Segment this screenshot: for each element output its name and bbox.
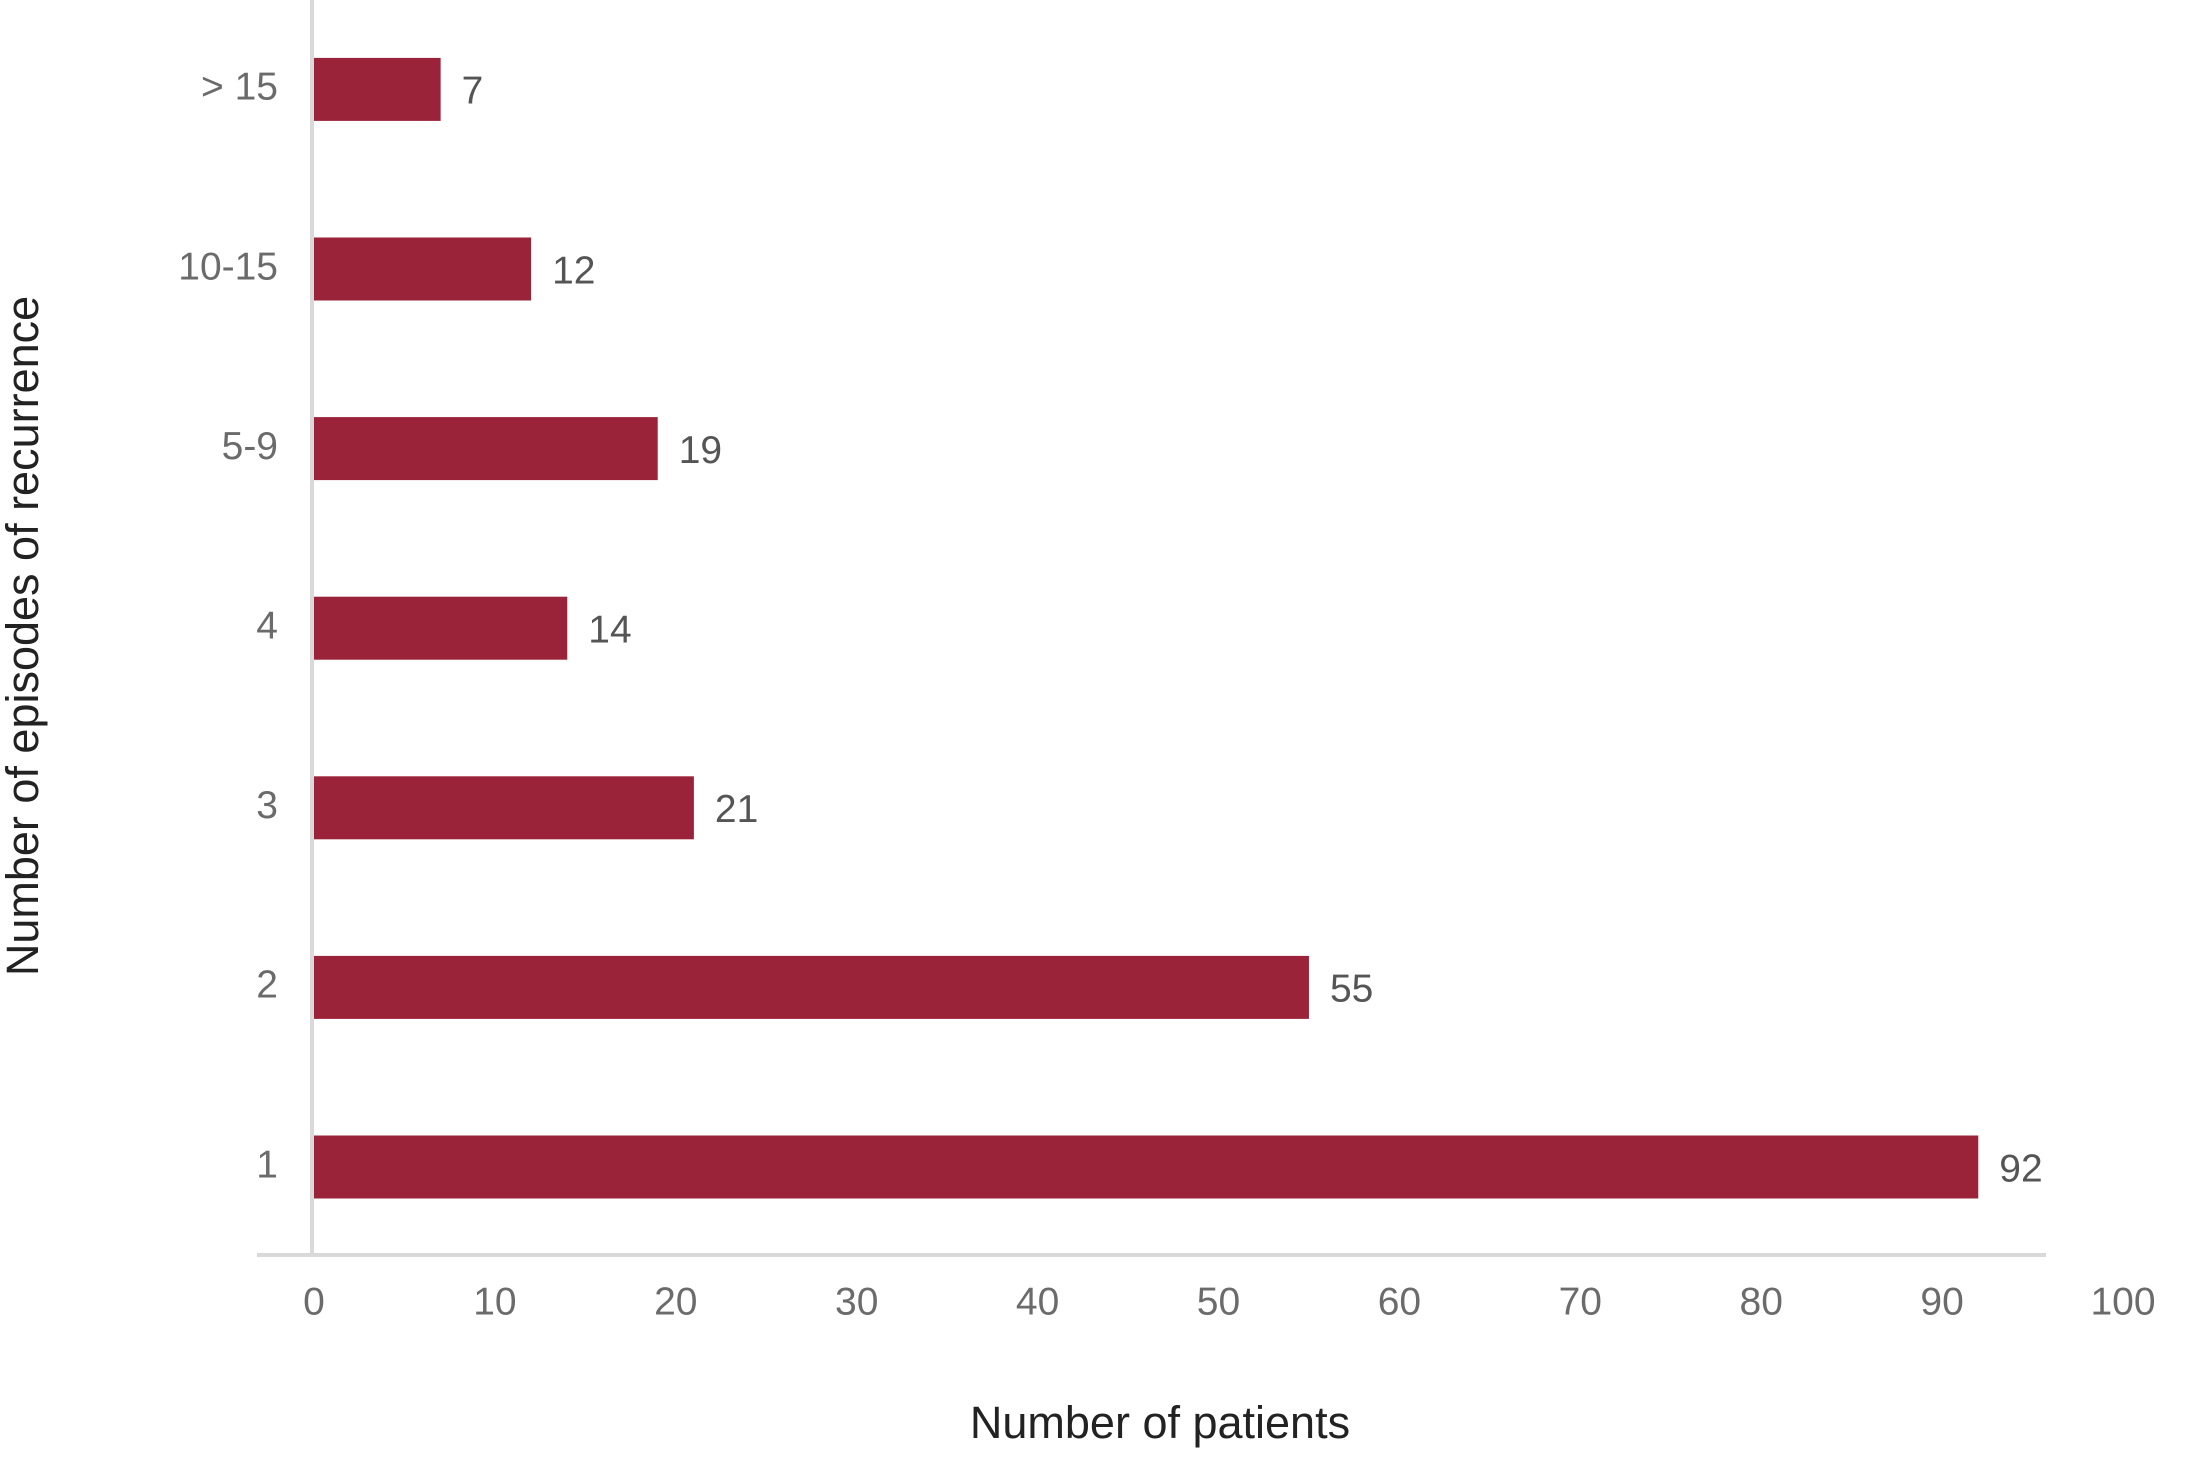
- y-tick-label: 3: [256, 784, 278, 827]
- x-tick-label: 50: [1197, 1280, 1240, 1323]
- x-tick-label: 80: [1740, 1280, 1783, 1323]
- y-tick-label: 4: [256, 604, 278, 647]
- data-label: 7: [462, 70, 484, 113]
- x-tick-label: 20: [654, 1280, 697, 1323]
- y-tick-label: 10-15: [178, 245, 278, 288]
- bar: [314, 1135, 1979, 1199]
- x-axis-title: Number of patients: [970, 1397, 1350, 1448]
- data-label: 21: [715, 788, 758, 831]
- bar: [314, 57, 441, 121]
- data-label: 12: [552, 249, 595, 292]
- y-tick-label: 2: [256, 964, 278, 1007]
- y-tick-label: 5-9: [222, 425, 278, 468]
- x-tick-label: 70: [1559, 1280, 1602, 1323]
- bar: [314, 596, 568, 660]
- x-tick-label: 10: [473, 1280, 516, 1323]
- data-label: 55: [1330, 968, 1373, 1011]
- data-label: 14: [588, 608, 631, 651]
- y-tick-label: > 15: [201, 66, 278, 109]
- x-tick-label: 40: [1016, 1280, 1059, 1323]
- y-axis-title: Number of episodes of recurrence: [0, 296, 48, 976]
- x-tick-label: 100: [2090, 1280, 2155, 1323]
- bar: [314, 955, 1309, 1019]
- data-label: 19: [679, 429, 722, 472]
- x-tick-label: 0: [303, 1280, 325, 1323]
- y-tick-label: 1: [256, 1143, 278, 1186]
- x-tick-label: 60: [1378, 1280, 1421, 1323]
- data-label: 92: [1999, 1147, 2042, 1190]
- bar: [314, 417, 658, 481]
- x-tick-label: 30: [835, 1280, 878, 1323]
- bar: [314, 237, 532, 301]
- bar: [314, 776, 694, 840]
- x-tick-label: 90: [1920, 1280, 1963, 1323]
